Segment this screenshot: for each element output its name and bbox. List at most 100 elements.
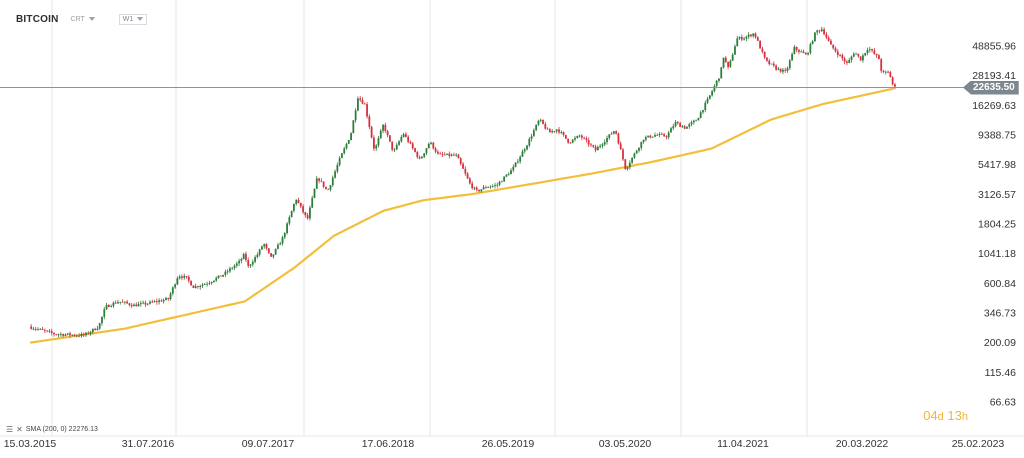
candle [489,185,492,189]
candle [523,147,526,154]
candle [160,298,163,302]
candle [516,158,519,164]
candle [370,125,373,139]
candle [226,269,229,275]
x-tick-label: 03.05.2020 [599,438,652,450]
candle [690,120,693,127]
candle [578,134,581,138]
candle [702,109,704,115]
countdown-days: 04 [923,408,938,423]
candle [345,142,348,150]
candle [633,152,636,159]
candle [802,49,805,54]
candle [73,333,76,337]
candle [660,132,663,135]
candle [587,137,590,148]
candle [510,168,512,175]
candle [459,156,462,166]
candle [382,123,384,134]
candle [146,303,149,306]
candle [800,49,803,53]
candle [46,330,49,333]
candle [311,195,314,209]
candle [174,283,177,289]
candle [537,119,540,127]
candle [354,108,357,123]
x-tick-label: 20.03.2022 [836,438,889,450]
candle [123,301,126,305]
candle [654,132,656,138]
candle [427,142,430,149]
interval-selector[interactable]: W1 [118,13,148,25]
candle [471,181,474,190]
candle [315,175,318,189]
candle [398,140,400,146]
candle [889,71,892,78]
candle [494,182,496,189]
candle [425,147,428,155]
candle [400,134,403,143]
candle [820,26,823,32]
y-tick-label: 3126.57 [978,189,1016,201]
candle [446,153,448,156]
x-tick-label: 25.02.2023 [952,438,1005,450]
candle [569,141,572,144]
candle [590,143,592,147]
symbol-label[interactable]: BITCOIN [16,13,59,25]
candle [103,306,106,320]
candle [807,52,809,56]
candle [247,257,250,268]
candle [880,57,883,73]
candle [711,89,714,97]
candle [777,66,780,71]
candle [599,143,602,149]
candle [681,125,684,128]
candle [439,151,442,155]
candle [256,252,259,259]
candle [814,32,816,42]
candle [162,298,165,304]
candle [626,166,629,171]
candle [676,121,679,125]
candle [286,222,288,235]
candle [482,184,485,190]
candle [153,300,156,303]
close-icon[interactable]: ✕ [16,425,23,434]
candle [763,51,766,60]
candle [208,280,211,286]
candle [793,44,796,55]
candle [754,32,757,39]
candle [631,157,634,164]
candle [306,212,309,220]
candle [254,255,256,264]
candle [395,142,398,151]
candle [786,66,789,73]
menu-icon[interactable]: ☰ [6,425,14,434]
candle [53,332,55,337]
candle [432,142,435,150]
candle [309,205,311,221]
candle [594,144,597,153]
candle [571,138,574,144]
candle [386,129,389,138]
candle [615,130,618,135]
candle [302,204,304,214]
candle [409,140,412,145]
candle [133,303,135,307]
candle [738,36,741,41]
candle [448,151,451,159]
candle [279,241,282,245]
chart-type-selector[interactable]: CRT [71,16,95,23]
candle [167,297,170,301]
candle [290,210,293,218]
candles [30,26,896,338]
candle [391,141,394,152]
candle [576,135,579,139]
candle [542,119,544,125]
candle [619,141,622,150]
candle [521,149,524,157]
candle [649,134,652,139]
candle [357,96,359,112]
candle [98,322,101,330]
